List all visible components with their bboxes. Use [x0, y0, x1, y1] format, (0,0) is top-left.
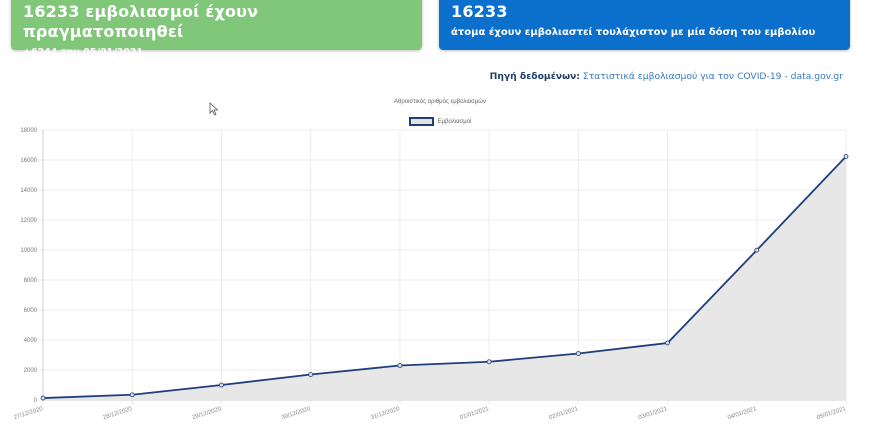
y-tick-label: 8000 [24, 278, 38, 284]
x-tick-label: 27/12/2020 [13, 406, 44, 421]
y-tick-label: 18000 [20, 128, 37, 134]
people-vaccinated-count: 16233 [451, 2, 508, 21]
y-tick-label: 2000 [24, 368, 38, 374]
data-point[interactable] [129, 392, 135, 398]
people-vaccinated-card: 16233 άτομα έχουν εμβολιαστεί τουλάχιστο… [439, 0, 850, 50]
vaccinations-chart: Αθροιστικός αριθμός εμβολιασμών Εμβολιασ… [0, 90, 880, 437]
mouse-pointer-icon [209, 101, 219, 120]
total-vaccinations-card: 16233 εμβολιασμοί έχουν πραγματοποιηθεί … [11, 0, 422, 58]
source-link[interactable]: data.gov.gr [790, 71, 843, 82]
x-tick-label: 03/01/2021 [638, 406, 669, 421]
y-tick-label: 12000 [20, 218, 37, 224]
people-vaccinated-description: άτομα έχουν εμβολιαστεί τουλάχιστον με μ… [451, 27, 816, 38]
legend-label: Εμβολιασμοί [437, 119, 472, 126]
x-tick-label: 28/12/2020 [102, 406, 133, 421]
source-label: Πηγή δεδομένων: [489, 71, 580, 82]
chart-legend[interactable]: Εμβολιασμοί [0, 117, 880, 126]
x-tick-label: 29/12/2020 [192, 406, 223, 421]
x-tick-label: 04/01/2021 [727, 406, 758, 421]
y-tick-label: 6000 [24, 308, 38, 314]
legend-swatch-icon [408, 117, 434, 126]
y-tick-label: 4000 [24, 338, 38, 344]
data-point[interactable] [575, 351, 581, 356]
y-tick-label: 16000 [20, 158, 37, 164]
data-source: Πηγή δεδομένων: Στατιστικά εμβολιασμού γ… [490, 71, 843, 82]
y-tick-label: 14000 [20, 188, 37, 194]
data-point[interactable] [754, 247, 760, 253]
series-line [42, 155, 847, 399]
chart-title: Αθροιστικός αριθμός εμβολιασμών [393, 99, 486, 105]
source-text: Στατιστικά εμβολιασμού για τον COVID-19 … [582, 71, 788, 82]
daily-increase: +6244 την 05/01/2021 [23, 47, 144, 58]
x-tick-label: 30/12/2020 [281, 406, 312, 421]
x-tick-label: 01/01/2021 [459, 406, 490, 421]
area-fill [43, 156, 846, 400]
data-point[interactable] [308, 372, 314, 377]
y-tick-label: 10000 [20, 248, 37, 254]
data-point[interactable] [40, 395, 46, 401]
y-tick-label: 0 [34, 398, 38, 404]
chart-plot-area: 0 2000 4000 6000 8000 10000 12000 14000 16000 180… [13, 128, 849, 421]
data-point[interactable] [219, 382, 224, 388]
total-vaccinations-headline: 16233 εμβολιασμοί έχουν πραγματοποιηθεί [23, 2, 259, 41]
x-tick-label: 31/12/2020 [370, 406, 401, 421]
data-point[interactable] [665, 340, 670, 346]
data-point[interactable] [843, 154, 849, 159]
x-tick-label: 05/01/2021 [816, 406, 847, 421]
data-point[interactable] [397, 363, 403, 368]
x-tick-label: 02/01/2021 [549, 406, 580, 421]
data-point[interactable] [486, 359, 492, 365]
